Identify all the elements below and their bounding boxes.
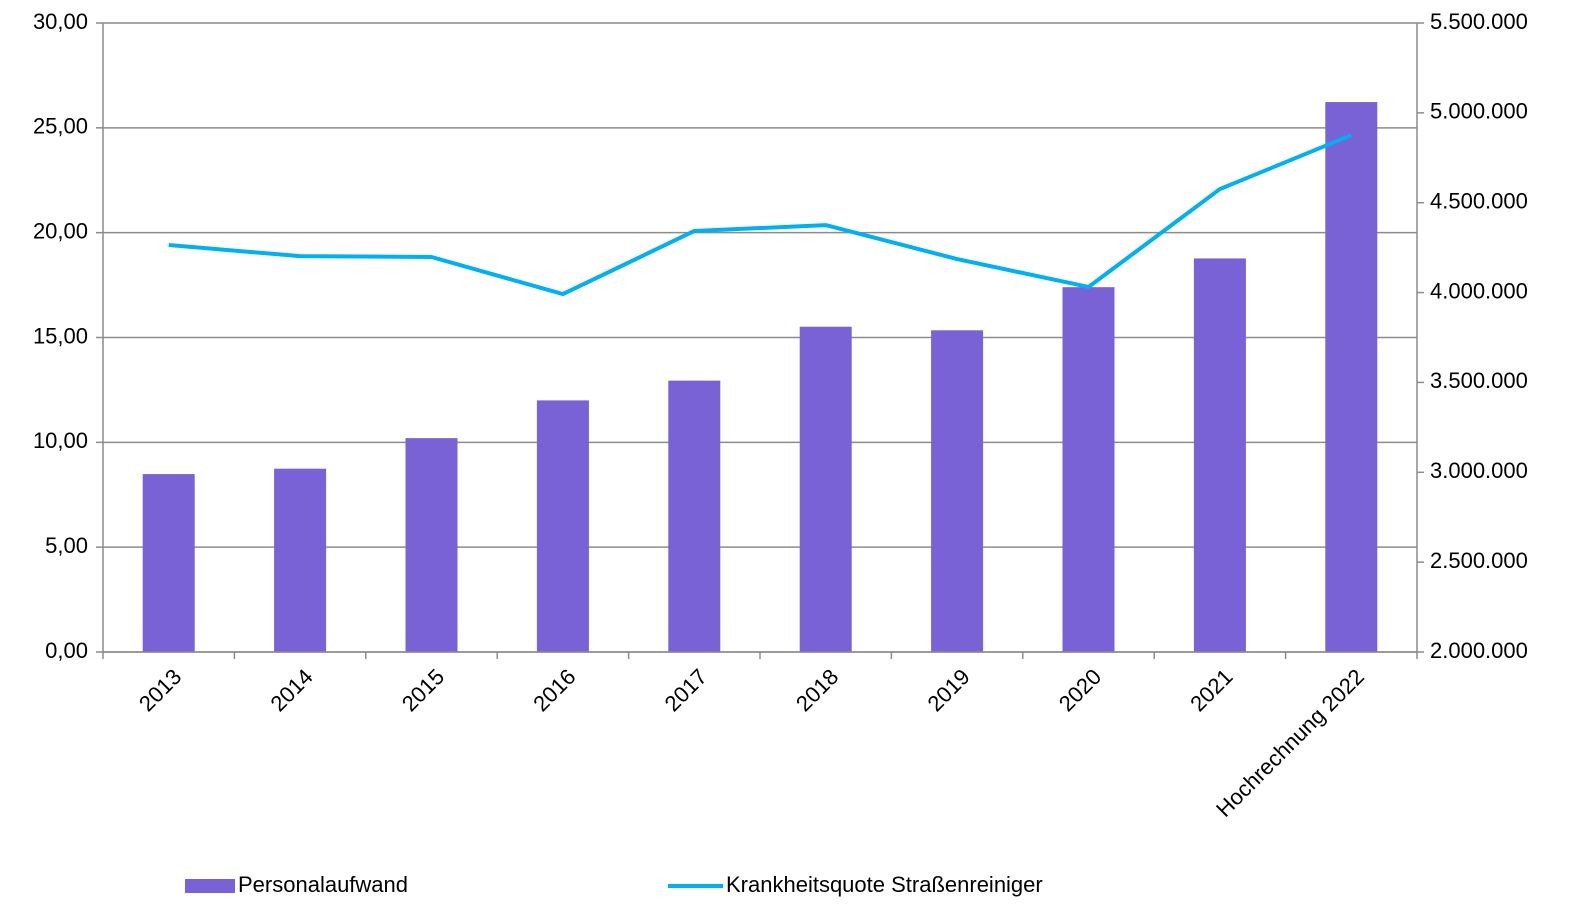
y2-tick-label: 5.500.000	[1430, 9, 1528, 34]
y-tick-label: 0,00	[45, 638, 88, 663]
bar	[1062, 287, 1115, 652]
y-tick-label: 25,00	[33, 114, 88, 139]
bar	[405, 438, 458, 652]
legend-swatch	[185, 879, 235, 893]
x-tick-label: 2019	[922, 664, 974, 716]
y2-tick-label: 5.000.000	[1430, 99, 1528, 124]
y2-tick-label: 3.000.000	[1430, 458, 1528, 483]
y2-tick-label: 3.500.000	[1430, 368, 1528, 393]
y2-tick-label: 2.500.000	[1430, 548, 1528, 573]
bar	[274, 468, 327, 652]
x-tick-label: 2021	[1185, 664, 1237, 716]
x-tick-label: 2020	[1054, 664, 1106, 716]
y-tick-label: 10,00	[33, 428, 88, 453]
bar	[668, 380, 721, 652]
bar	[1193, 258, 1246, 652]
bar	[536, 400, 589, 652]
legend-label: Personalaufwand	[238, 872, 408, 897]
x-tick-label: 2014	[265, 664, 317, 716]
x-tick-label: 2015	[397, 664, 449, 716]
bar	[931, 330, 984, 652]
bar	[799, 326, 852, 652]
x-tick-label: 2017	[660, 664, 712, 716]
x-tick-label: 2018	[791, 664, 843, 716]
y2-tick-label: 2.000.000	[1430, 638, 1528, 663]
y-tick-label: 20,00	[33, 218, 88, 243]
bar	[142, 474, 195, 652]
y-tick-label: 15,00	[33, 323, 88, 348]
line	[168, 133, 1353, 297]
x-tick-label: Hochrechnung 2022	[1211, 664, 1369, 822]
y2-tick-label: 4.500.000	[1430, 189, 1528, 214]
y-tick-label: 30,00	[33, 9, 88, 34]
x-tick-label: 2013	[134, 664, 186, 716]
legend-label: Krankheitsquote Straßenreiniger	[726, 872, 1043, 897]
y-tick-label: 5,00	[45, 533, 88, 558]
x-tick-label: 2016	[528, 664, 580, 716]
bar	[1325, 102, 1378, 653]
y2-tick-label: 4.000.000	[1430, 278, 1528, 303]
